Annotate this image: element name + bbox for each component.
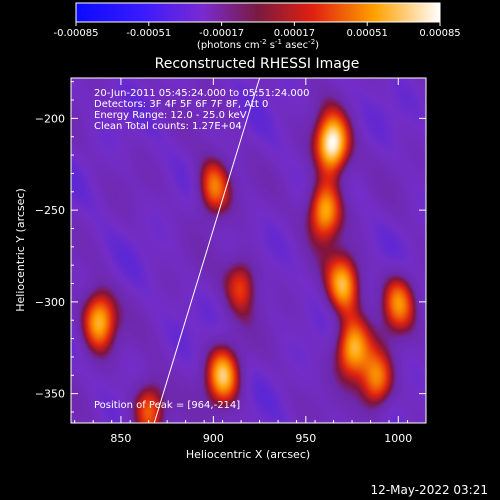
x-tick-label: 950 [295,432,316,445]
colorbar-tick-label: -0.00051 [126,28,171,39]
y-axis-label: Heliocentric Y (arcsec) [14,188,27,312]
colorbar-tick-label: -0.00017 [199,28,244,39]
y-tick-label: −350 [35,388,65,401]
info-line: Energy Range: 12.0 - 25.0 keV [94,110,247,121]
info-line: 20-Jun-2011 05:45:24.000 to 05:51:24.000 [94,88,310,99]
info-line: Clean Total counts: 1.27E+04 [94,121,242,132]
colorbar-tick-label: 0.00085 [419,28,460,39]
info-line: Detectors: 3F 4F 5F 6F 7F 8F, Att 0 [94,99,268,110]
x-tick-label: 1000 [384,432,412,445]
y-tick-label: −200 [35,112,65,125]
colorbar: -0.00085 -0.00051 -0.00017 0.00017 0.00051 0.… [54,2,461,51]
plot-frame [70,77,427,424]
chart-title: Reconstructed RHESSI Image [155,56,360,72]
peak-position-label: Position of Peak = [964,-214] [94,400,240,411]
colorbar-units: (photons cm-2 s-1 asec-2) [197,38,319,51]
info-block: 20-Jun-2011 05:45:24.000 to 05:51:24.000… [94,88,310,132]
x-tick-label: 900 [203,432,224,445]
x-axis-label: Heliocentric X (arcsec) [186,448,310,461]
colorbar-tick-label: 0.00051 [347,28,388,39]
x-tick-label: 850 [110,432,131,445]
y-tick-label: −300 [35,296,65,309]
heatmap-image [71,78,426,423]
colorbar-tick-label: -0.00085 [54,28,99,39]
y-tick-label: −250 [35,204,65,217]
colorbar-tick-label: 0.00017 [274,28,315,39]
footer-timestamp: 12-May-2022 03:21 [371,483,488,497]
solar-limb-line [153,77,261,424]
